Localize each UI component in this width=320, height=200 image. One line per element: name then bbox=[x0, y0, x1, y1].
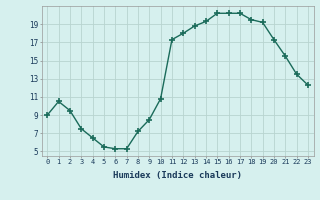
X-axis label: Humidex (Indice chaleur): Humidex (Indice chaleur) bbox=[113, 171, 242, 180]
